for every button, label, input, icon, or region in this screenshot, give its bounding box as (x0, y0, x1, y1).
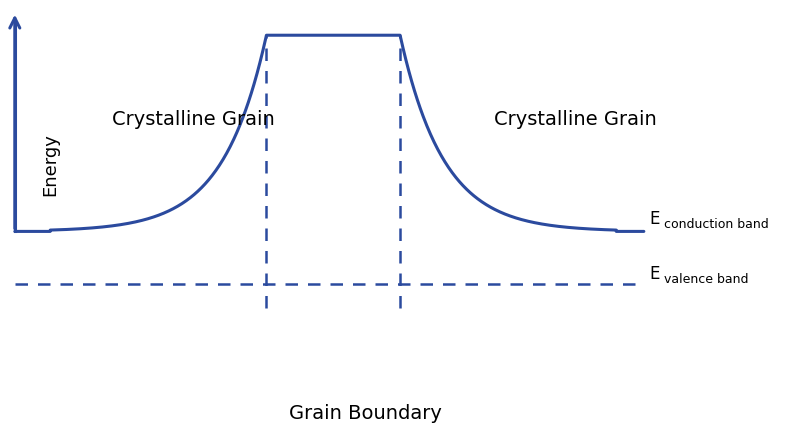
Text: Energy: Energy (41, 133, 58, 196)
Text: E: E (650, 210, 660, 227)
Text: Crystalline Grain: Crystalline Grain (494, 109, 657, 129)
Text: Grain Boundary: Grain Boundary (289, 403, 442, 422)
Text: conduction band: conduction band (663, 217, 768, 230)
Text: valence band: valence band (663, 272, 748, 285)
Text: Crystalline Grain: Crystalline Grain (112, 109, 275, 129)
Text: E: E (650, 264, 660, 282)
